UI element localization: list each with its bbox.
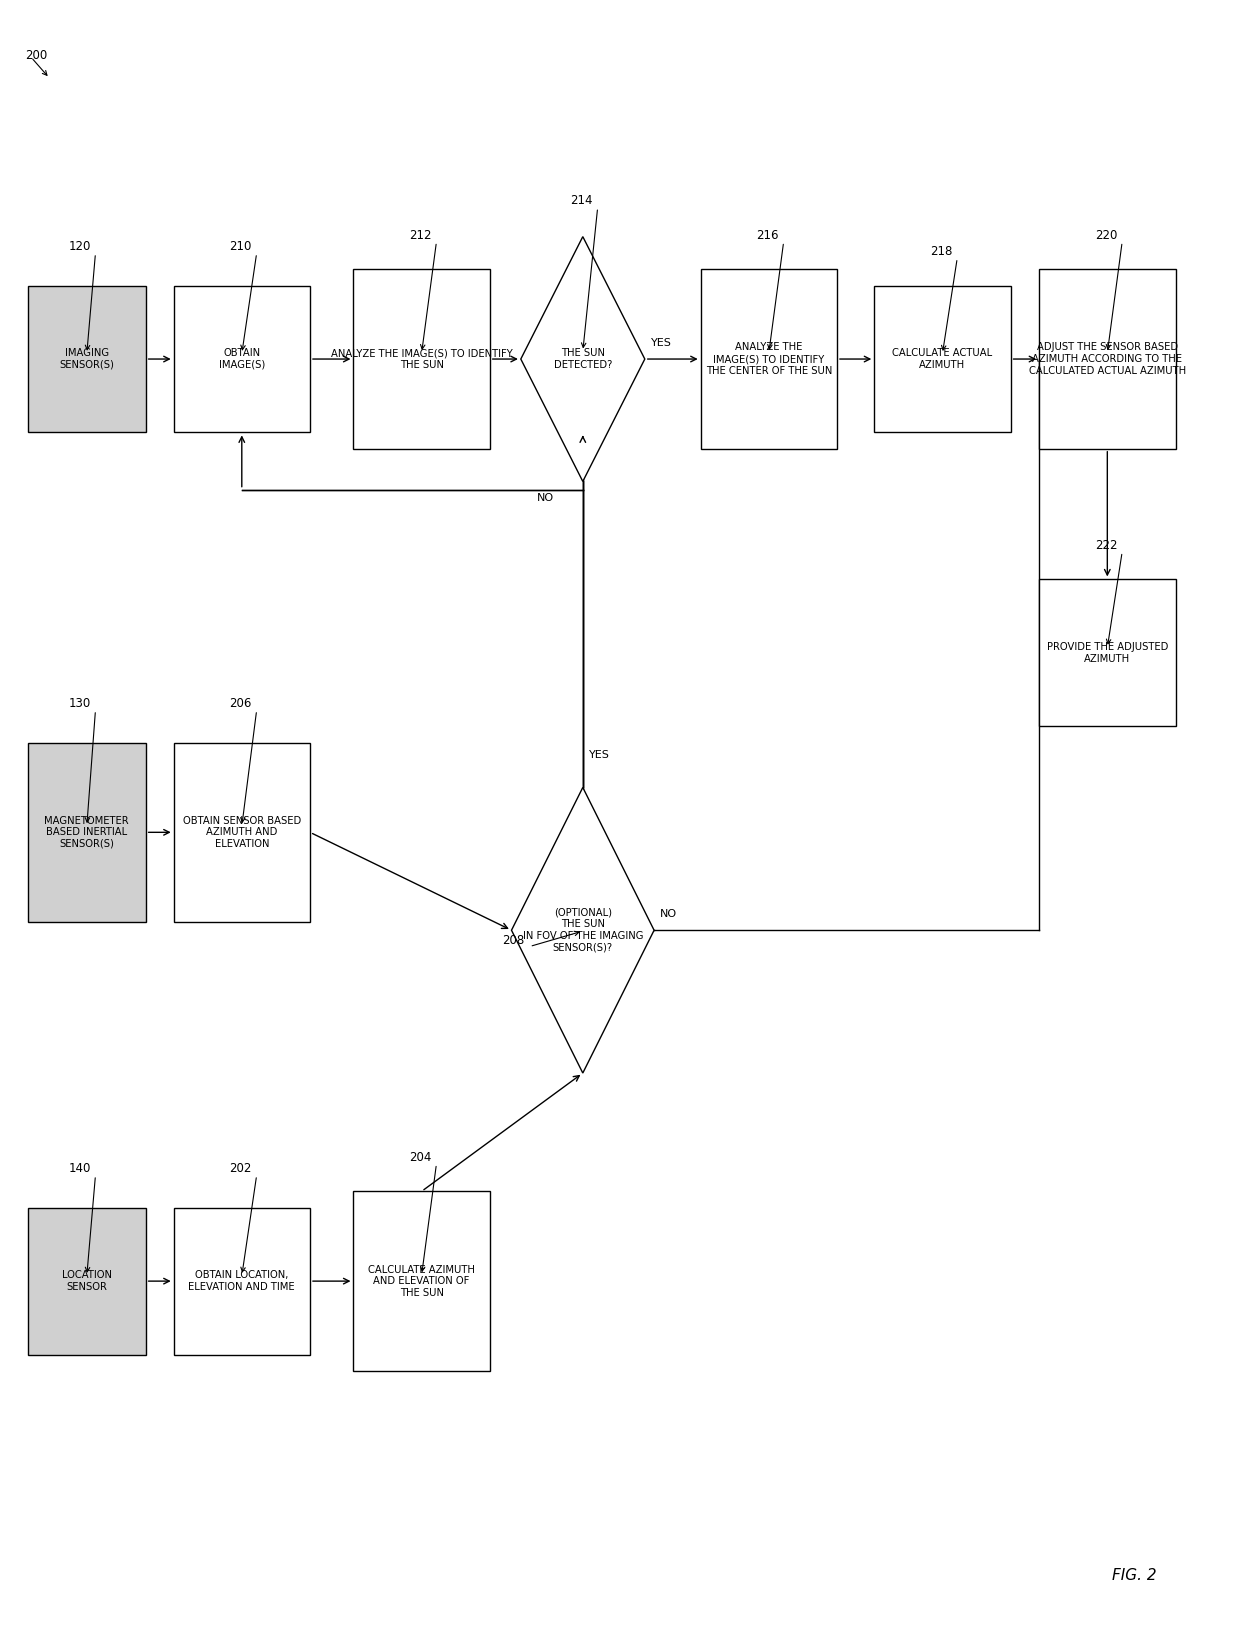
Text: NO: NO xyxy=(660,909,677,919)
Text: CALCULATE AZIMUTH
AND ELEVATION OF
THE SUN: CALCULATE AZIMUTH AND ELEVATION OF THE S… xyxy=(368,1265,475,1297)
Text: 218: 218 xyxy=(930,245,952,258)
Polygon shape xyxy=(521,237,645,481)
Text: LOCATION
SENSOR: LOCATION SENSOR xyxy=(62,1270,112,1293)
Text: 222: 222 xyxy=(1095,539,1117,552)
Text: 204: 204 xyxy=(409,1151,432,1164)
FancyBboxPatch shape xyxy=(874,286,1011,432)
Text: 140: 140 xyxy=(68,1162,91,1175)
Polygon shape xyxy=(511,788,655,1074)
Text: FIG. 2: FIG. 2 xyxy=(1112,1568,1157,1583)
Text: 130: 130 xyxy=(68,697,91,710)
FancyBboxPatch shape xyxy=(353,269,490,449)
Text: NO: NO xyxy=(537,493,554,503)
FancyBboxPatch shape xyxy=(1039,579,1176,726)
Text: 210: 210 xyxy=(229,240,252,253)
Text: 202: 202 xyxy=(229,1162,252,1175)
Text: MAGNETOMETER
BASED INERTIAL
SENSOR(S): MAGNETOMETER BASED INERTIAL SENSOR(S) xyxy=(45,816,129,849)
FancyBboxPatch shape xyxy=(29,286,146,432)
FancyBboxPatch shape xyxy=(1039,269,1176,449)
FancyBboxPatch shape xyxy=(29,1208,146,1355)
Text: YES: YES xyxy=(589,751,610,761)
FancyBboxPatch shape xyxy=(174,286,310,432)
Text: OBTAIN SENSOR BASED
AZIMUTH AND
ELEVATION: OBTAIN SENSOR BASED AZIMUTH AND ELEVATIO… xyxy=(182,816,301,849)
Text: 216: 216 xyxy=(756,228,779,242)
Text: ANALYZE THE
IMAGE(S) TO IDENTIFY
THE CENTER OF THE SUN: ANALYZE THE IMAGE(S) TO IDENTIFY THE CEN… xyxy=(706,343,832,375)
FancyBboxPatch shape xyxy=(701,269,837,449)
Text: 206: 206 xyxy=(229,697,252,710)
Text: (OPTIONAL)
THE SUN
IN FOV OF THE IMAGING
SENSOR(S)?: (OPTIONAL) THE SUN IN FOV OF THE IMAGING… xyxy=(522,907,644,953)
Text: 220: 220 xyxy=(1095,228,1117,242)
Text: THE SUN
DETECTED?: THE SUN DETECTED? xyxy=(553,348,613,370)
Text: 212: 212 xyxy=(409,228,432,242)
Text: 200: 200 xyxy=(25,49,47,62)
FancyBboxPatch shape xyxy=(353,1191,490,1371)
Text: CALCULATE ACTUAL
AZIMUTH: CALCULATE ACTUAL AZIMUTH xyxy=(893,348,992,370)
FancyBboxPatch shape xyxy=(174,743,310,922)
Text: 120: 120 xyxy=(68,240,91,253)
Text: YES: YES xyxy=(651,338,672,348)
Text: ANALYZE THE IMAGE(S) TO IDENTIFY
THE SUN: ANALYZE THE IMAGE(S) TO IDENTIFY THE SUN xyxy=(331,348,512,370)
FancyBboxPatch shape xyxy=(29,743,146,922)
Text: OBTAIN
IMAGE(S): OBTAIN IMAGE(S) xyxy=(218,348,265,370)
FancyBboxPatch shape xyxy=(174,1208,310,1355)
Text: ADJUST THE SENSOR BASED
AZIMUTH ACCORDING TO THE
CALCULATED ACTUAL AZIMUTH: ADJUST THE SENSOR BASED AZIMUTH ACCORDIN… xyxy=(1029,343,1185,375)
Text: 208: 208 xyxy=(502,934,525,947)
Text: IMAGING
SENSOR(S): IMAGING SENSOR(S) xyxy=(60,348,114,370)
Text: PROVIDE THE ADJUSTED
AZIMUTH: PROVIDE THE ADJUSTED AZIMUTH xyxy=(1047,641,1168,664)
Text: OBTAIN LOCATION,
ELEVATION AND TIME: OBTAIN LOCATION, ELEVATION AND TIME xyxy=(188,1270,295,1293)
Text: 214: 214 xyxy=(570,194,593,207)
